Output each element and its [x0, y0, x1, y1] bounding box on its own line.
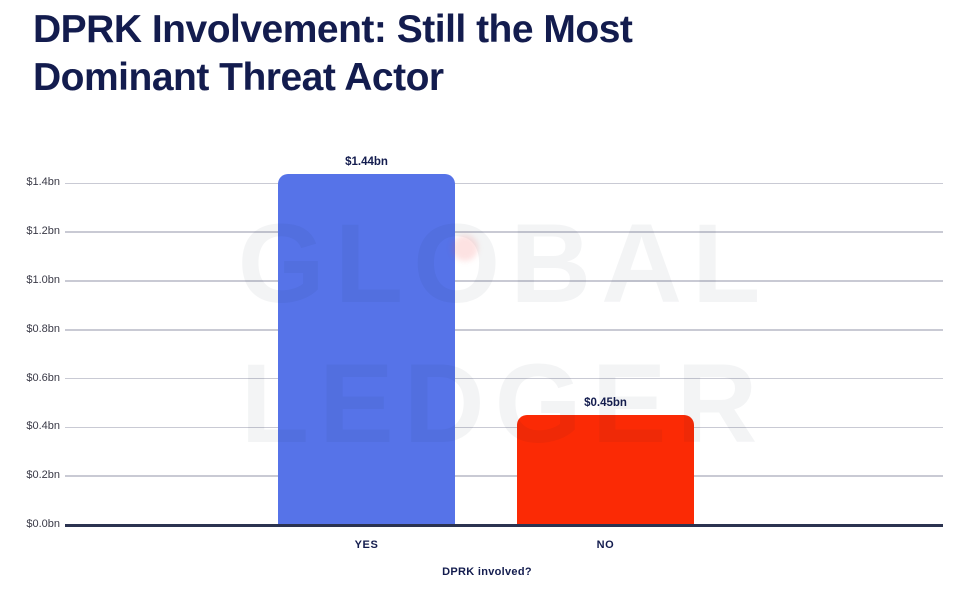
- y-tick-label: $1.0bn: [26, 274, 60, 286]
- x-category-label-yes: YES: [354, 539, 379, 551]
- y-tick-label: $1.2bn: [26, 225, 60, 238]
- x-category-label-no: NO: [596, 539, 615, 551]
- chart-title-line2: Dominant Threat Actor: [33, 56, 444, 99]
- chart-title: DPRK Involvement: Still the Most Dominant…: [33, 6, 793, 102]
- bar-no: [517, 415, 694, 525]
- x-axis-line: [65, 523, 943, 527]
- y-tick-label: $0.8bn: [26, 322, 60, 335]
- bar-yes: [278, 173, 455, 525]
- gridline: [65, 231, 943, 233]
- gridline: [65, 475, 943, 477]
- gridline: [65, 377, 943, 380]
- bar-value-label-yes: $1.44bn: [345, 155, 388, 168]
- y-tick-label: $0.0bn: [26, 518, 60, 530]
- x-axis-title: DPRK involved?: [442, 566, 532, 578]
- y-tick-label: $1.4bn: [26, 176, 60, 189]
- y-tick-label: $0.4bn: [26, 420, 60, 433]
- chart-title-line1: DPRK Involvement: Still the Most: [33, 8, 633, 51]
- y-tick-label: $0.2bn: [26, 469, 60, 482]
- gridline: [65, 280, 943, 282]
- y-tick-label: $0.6bn: [26, 371, 60, 384]
- gridline: [65, 426, 943, 429]
- bar-value-label-no: $0.45bn: [584, 397, 627, 410]
- gridline: [65, 182, 943, 185]
- gridline: [65, 329, 943, 331]
